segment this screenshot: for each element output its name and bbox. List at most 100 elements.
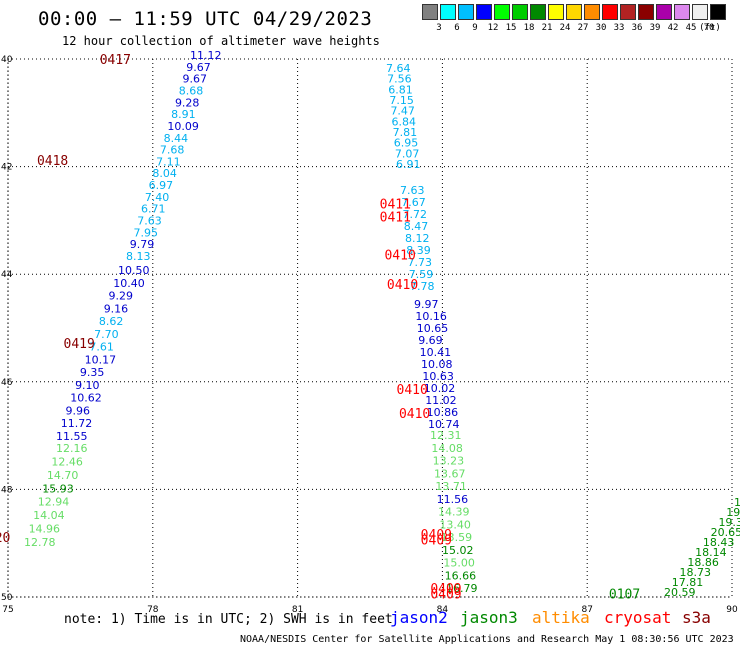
wave-height-value: 7.61 <box>89 341 114 354</box>
legend-tick-label: 45 <box>685 23 697 33</box>
wave-height-value: 14.96 <box>29 523 60 536</box>
wave-height-value: 14.70 <box>47 469 79 482</box>
legend-swatch <box>602 4 618 20</box>
time-label: 0419 <box>64 337 95 352</box>
wave-height-value: 7.81 <box>393 126 418 139</box>
legend-tick-label: 36 <box>631 23 643 33</box>
wave-height-value: 8.68 <box>179 84 204 97</box>
satellite-altika: altika <box>532 608 590 627</box>
longitude-tick-label: 90 <box>726 605 738 615</box>
wave-height-value: 7.07 <box>395 147 420 160</box>
wave-height-value: 14.39 <box>438 506 470 519</box>
longitude-tick-label: 87 <box>581 605 592 615</box>
wave-height-value: 6.97 <box>149 179 174 192</box>
wave-height-value: 7.72 <box>403 208 428 221</box>
time-label: 0418 <box>37 154 68 169</box>
legend-swatch <box>458 4 474 20</box>
time-label: 0411 <box>380 197 411 212</box>
wave-height-value: 10.17 <box>85 353 117 366</box>
wave-height-value: 20.65 <box>711 526 740 539</box>
wave-height-value: 8.39 <box>406 244 431 257</box>
wave-height-value: 13.40 <box>439 518 471 531</box>
wave-height-value: 18.86 <box>687 556 719 569</box>
legend-swatch <box>656 4 672 20</box>
wave-height-value: 6.81 <box>388 83 413 96</box>
wave-height-value: 7.63 <box>137 215 162 228</box>
legend-tick-label: 70 <box>703 23 715 33</box>
legend-tick-label: 42 <box>667 23 679 33</box>
legend-swatch <box>530 4 546 20</box>
wave-height-value: 19.0 <box>726 506 740 519</box>
wave-height-value: 10.63 <box>422 370 454 383</box>
track-east-second: 7.637.677.728.478.128.397.737.597.78 <box>400 184 435 293</box>
legend-tick-label: 33 <box>613 23 625 33</box>
page-title: 00:00 – 11:59 UTC 04/29/2023 <box>38 8 373 30</box>
wave-height-value: 12.16 <box>56 442 88 455</box>
time-label: 0410 <box>397 383 428 398</box>
legend-tick-label: 9 <box>472 23 478 33</box>
wave-height-value: 7.15 <box>389 94 414 107</box>
wave-height-value: 6.71 <box>141 203 166 216</box>
time-label: 0410 <box>387 278 418 293</box>
wave-height-value: 10.41 <box>420 346 452 359</box>
wave-height-value: 8.12 <box>405 232 430 245</box>
wave-height-value: 6.91 <box>396 158 421 171</box>
wave-height-value: 15.00 <box>443 557 475 570</box>
track-west-upper: 11.129.679.678.689.288.9110.098.447.687.… <box>126 49 222 263</box>
wave-height-value: 10.08 <box>421 358 453 371</box>
legend-tick-label: 3 <box>436 23 442 33</box>
wave-height-value: 7.59 <box>409 268 434 281</box>
legend-tick-label: 12 <box>487 23 499 33</box>
wave-height-value: 9.96 <box>66 404 91 417</box>
time-label: 0409 <box>430 587 461 602</box>
longitude-tick-label: 84 <box>437 605 449 615</box>
wave-height-value: 11.12 <box>190 49 222 62</box>
wave-height-value: 20.59 <box>664 586 696 599</box>
wave-height-value: 10.09 <box>167 120 199 133</box>
wave-height-value: 7.78 <box>410 280 435 293</box>
legend-swatch <box>512 4 528 20</box>
wave-height-value: 10.02 <box>424 382 456 395</box>
wave-height-value: 12.94 <box>38 496 70 509</box>
page-subtitle: 12 hour collection of altimeter wave hei… <box>62 34 380 48</box>
latitude-tick-label: 46 <box>1 378 13 388</box>
latitude-tick-label: 50 <box>1 593 13 603</box>
wave-height-value: 7.64 <box>386 62 411 75</box>
wave-height-value: 13.59 <box>441 531 473 544</box>
wave-height-value: 10.74 <box>428 418 460 431</box>
wave-height-value: 8.91 <box>171 108 196 121</box>
wave-height-value: 6.84 <box>392 115 417 128</box>
wave-height-value: 7.68 <box>160 144 185 157</box>
wave-height-value: 7.47 <box>390 105 415 118</box>
wave-height-value: 7.40 <box>145 191 170 204</box>
time-label: 0409 <box>430 582 461 597</box>
credit-line: NOAA/NESDIS Center for Satellite Applica… <box>240 634 734 645</box>
wave-height-value: 13.71 <box>435 480 467 493</box>
wave-height-value: 11.56 <box>437 493 469 506</box>
time-label: 0410 <box>384 248 415 263</box>
legend-swatch <box>692 4 708 20</box>
wave-height-value: 16.79 <box>446 582 478 595</box>
wave-height-value: 7.67 <box>401 196 426 209</box>
wave-height-value: 7.73 <box>408 256 433 269</box>
wave-height-value: 10.86 <box>427 406 459 419</box>
track-east-fourth: 12.3114.0813.2313.6713.7111.5614.3913.40… <box>430 429 478 595</box>
legend-swatch <box>422 4 438 20</box>
legend-tick-label: 27 <box>577 23 589 33</box>
wave-height-value: 9.28 <box>175 96 200 109</box>
legend-swatch <box>566 4 582 20</box>
wave-height-value: 8.04 <box>152 167 177 180</box>
wave-height-value: 18.73 <box>680 566 712 579</box>
wave-height-value: 8.62 <box>99 315 124 328</box>
track-east-third: 9.9710.1610.659.6910.4110.0810.6310.0211… <box>414 298 460 431</box>
wave-height-value: 10.62 <box>70 392 102 405</box>
satellite-cryosat: cryosat <box>604 608 672 627</box>
legend-swatch <box>620 4 636 20</box>
time-label: 0409 <box>421 534 452 549</box>
wave-height-value: 19.34 <box>718 516 740 529</box>
wave-height-value: 9.79 <box>130 238 155 251</box>
satellite-jason2: jason2 <box>390 608 448 627</box>
legend-tick-label: 21 <box>541 23 553 33</box>
legend-unit: (ft) <box>699 23 721 33</box>
